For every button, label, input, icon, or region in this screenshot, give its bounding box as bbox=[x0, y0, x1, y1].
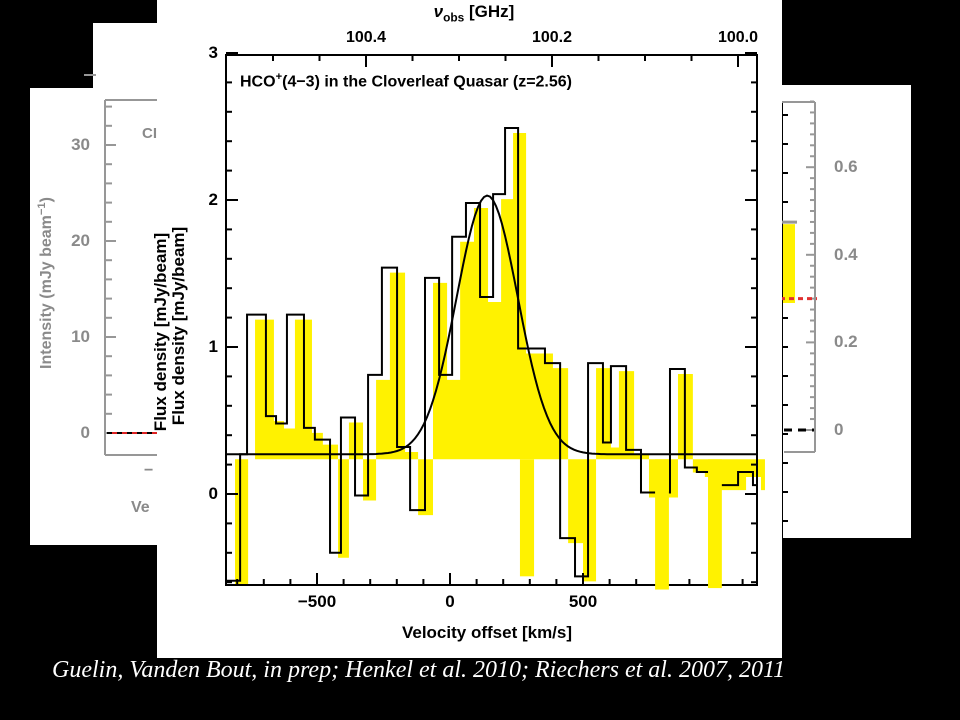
main-panel-notch bbox=[140, 0, 157, 23]
x-axis-tick-label: 0 bbox=[445, 592, 455, 611]
y-axis-label: Flux density [mJy/beam] bbox=[169, 226, 188, 426]
top-axis-tick-label: 100.4 bbox=[345, 29, 387, 46]
bg-right-yellow-bar bbox=[783, 224, 795, 303]
top-axis-tick-label: 100.2 bbox=[531, 29, 573, 46]
bg-left-tick-label: 10 bbox=[71, 327, 90, 346]
bg-right-tick-label: 0.4 bbox=[834, 244, 858, 264]
right-panel bbox=[765, 85, 911, 538]
y-axis-tick-label: 3 bbox=[208, 43, 218, 62]
bg-right-tick-label: 0.2 bbox=[834, 332, 858, 352]
bg-left-tick-label: 20 bbox=[71, 231, 90, 250]
fill-artifact-column bbox=[655, 459, 669, 590]
y-axis-tick-label: 0 bbox=[208, 484, 218, 503]
y-axis-label-back: Flux density [mJy/beam] bbox=[151, 232, 170, 432]
fill-artifact-column bbox=[519, 459, 535, 577]
gaussian-fit-curve bbox=[227, 194, 756, 456]
y-axis-tick-label: 2 bbox=[208, 190, 218, 209]
bg-left-annotation: CI bbox=[142, 125, 157, 142]
x-axis-tick-label: 500 bbox=[568, 592, 598, 611]
bg-left-tick-label: 30 bbox=[71, 135, 90, 154]
x-axis-label: Velocity offset [km/s] bbox=[401, 623, 573, 642]
fill-artifact-column bbox=[708, 459, 722, 589]
left-panel-upper bbox=[93, 23, 157, 545]
bg-left-x-label-partial: Ve bbox=[131, 499, 150, 516]
bg-left-stray-dash: − bbox=[144, 462, 154, 479]
top-axis-label: νobs [GHz] bbox=[433, 2, 515, 25]
plot-title: HCO+(4−3) in the Cloverleaf Quasar (z=2.… bbox=[240, 71, 572, 91]
bg-right-tick-label: 0.6 bbox=[834, 157, 858, 177]
bg-left-y-label: Intensity (mJy beam−1) bbox=[35, 197, 56, 369]
y-axis-tick-label: 1 bbox=[208, 337, 218, 356]
citation-caption: Guelin, Vanden Bout, in prep; Henkel et … bbox=[52, 657, 786, 683]
bg-right-tick-label: 0 bbox=[834, 420, 844, 439]
left-panel-lower bbox=[30, 88, 100, 545]
x-axis-tick-label: −500 bbox=[297, 592, 337, 611]
plot-frame bbox=[225, 54, 758, 586]
bg-left-tick-label: 0 bbox=[80, 423, 90, 442]
top-axis-tick-label: 100.0 bbox=[717, 29, 759, 46]
